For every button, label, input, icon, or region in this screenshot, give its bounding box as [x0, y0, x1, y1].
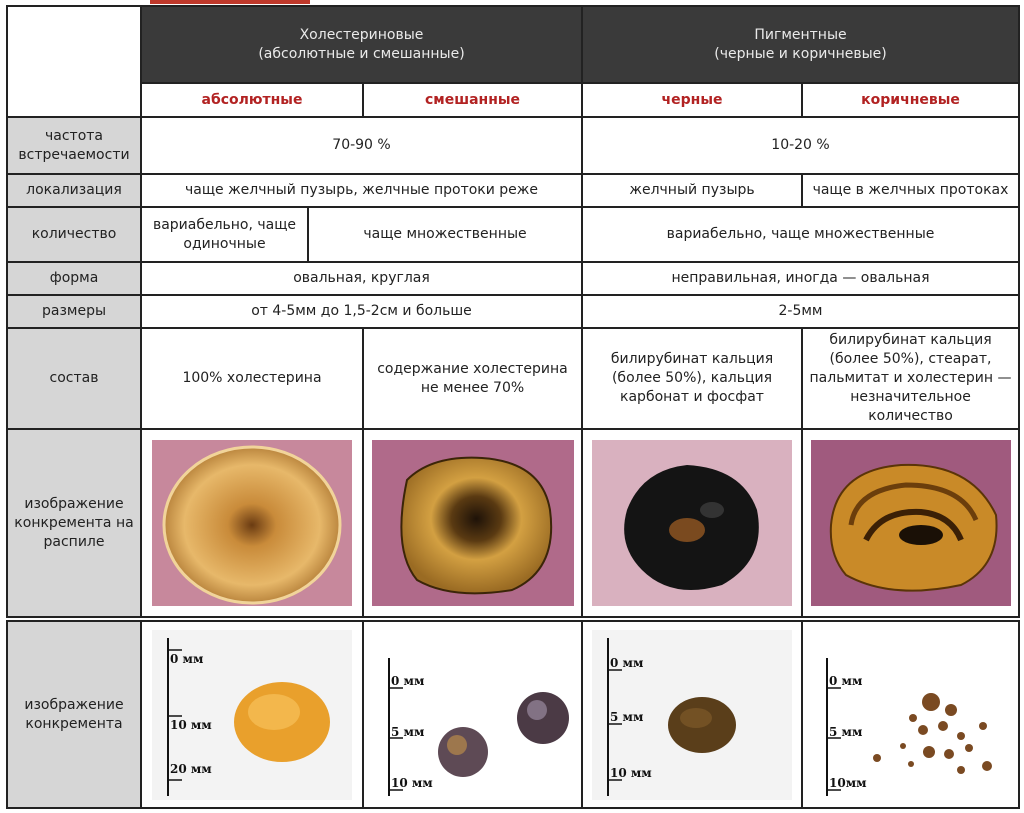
row-label-frequency: частота встречаемости — [6, 116, 142, 175]
corner-cell — [6, 5, 142, 118]
subheader-absolute: абсолютные — [140, 82, 364, 118]
top-strip — [0, 0, 1024, 6]
stone-photo-brown-image: 0 мм 5 мм 10мм — [810, 629, 1011, 800]
row-label-location: локализация — [6, 173, 142, 208]
stone-photo-black-image: 0 мм 5 мм 10 мм — [592, 629, 792, 800]
row-label-quantity: количество — [6, 206, 142, 263]
cell-size-pigment: 2-5мм — [581, 294, 1020, 329]
scale-brown-2: 10мм — [829, 776, 867, 790]
cut-photo-black — [581, 428, 803, 618]
cell-size-cholesterol: от 4-5мм до 1,5-2см и больше — [140, 294, 583, 329]
stone-photo-absolute-image: 0 мм 10 мм 20 мм — [152, 629, 352, 800]
cell-shape-pigment: неправильная, иногда — овальная — [581, 261, 1020, 296]
cell-quantity-mixed: чаще множественные — [307, 206, 583, 263]
cut-photo-mixed — [362, 428, 583, 618]
cut-photo-mixed-image — [371, 440, 574, 606]
row-label-shape: форма — [6, 261, 142, 296]
scale-mixed-1: 5 мм — [391, 725, 425, 739]
scale-absolute-2: 20 мм — [170, 762, 212, 776]
pigment-subtitle: (черные и коричневые) — [714, 45, 887, 62]
scale-black-1: 5 мм — [610, 710, 644, 724]
cell-quantity-pigment: вариабельно, чаще множественные — [581, 206, 1020, 263]
stone-image-table: изображение конкремента 0 мм 10 мм 20 мм — [6, 620, 1020, 809]
scale-black-2: 10 мм — [610, 766, 652, 780]
subheader-brown: коричневые — [801, 82, 1020, 118]
cell-shape-cholesterol: овальная, круглая — [140, 261, 583, 296]
row-label-composition: состав — [6, 327, 142, 430]
cell-location-black: желчный пузырь — [581, 173, 803, 208]
cholesterol-title: Холестериновые — [299, 26, 424, 43]
cut-photo-absolute — [140, 428, 364, 618]
cell-composition-mixed: содержание холестерина не менее 70% — [362, 327, 583, 430]
subheader-black: черные — [581, 82, 803, 118]
title-fragment — [150, 0, 310, 4]
cell-composition-black: билирубинат кальция (более 50%), кальция… — [581, 327, 803, 430]
cell-quantity-absolute: вариабельно, чаще одиночные — [140, 206, 309, 263]
cut-photo-brown — [801, 428, 1020, 618]
cut-photo-brown-image — [810, 440, 1011, 606]
stone-photo-black: 0 мм 5 мм 10 мм — [581, 620, 803, 809]
stone-photo-mixed-image: 0 мм 5 мм 10 мм — [372, 629, 573, 800]
pigment-header: Пигментные (черные и коричневые) — [581, 5, 1020, 84]
stone-photo-brown: 0 мм 5 мм 10мм — [801, 620, 1020, 809]
subheader-mixed: смешанные — [362, 82, 583, 118]
stone-photo-mixed: 0 мм 5 мм 10 мм — [362, 620, 583, 809]
scale-absolute-0: 0 мм — [170, 652, 204, 666]
row-label-cut-image: изображение конкремента на распиле — [6, 428, 142, 618]
cell-location-cholesterol: чаще желчный пузырь, желчные протоки реж… — [140, 173, 583, 208]
stone-photo-absolute: 0 мм 10 мм 20 мм — [140, 620, 364, 809]
scale-mixed-0: 0 мм — [391, 674, 425, 688]
comparison-table: Холестериновые (абсолютные и смешанные) … — [6, 5, 1020, 618]
scale-mixed-2: 10 мм — [391, 776, 433, 790]
row-label-size: размеры — [6, 294, 142, 329]
row-label-stone-image: изображение конкремента — [6, 620, 142, 809]
cell-composition-brown: билирубинат кальция (более 50%), стеарат… — [801, 327, 1020, 430]
cholesterol-header: Холестериновые (абсолютные и смешанные) — [140, 5, 583, 84]
cell-composition-absolute: 100% холестерина — [140, 327, 364, 430]
scale-brown-0: 0 мм — [829, 674, 863, 688]
scale-black-0: 0 мм — [610, 656, 644, 670]
scale-absolute-1: 10 мм — [170, 718, 212, 732]
cholesterol-subtitle: (абсолютные и смешанные) — [258, 45, 465, 62]
cell-frequency-pigment: 10-20 % — [581, 116, 1020, 175]
cell-frequency-cholesterol: 70-90 % — [140, 116, 583, 175]
cell-location-brown: чаще в желчных протоках — [801, 173, 1020, 208]
pigment-title: Пигментные — [754, 26, 847, 43]
cut-photo-absolute-image — [152, 440, 352, 606]
scale-brown-1: 5 мм — [829, 725, 863, 739]
cut-photo-black-image — [592, 440, 792, 606]
